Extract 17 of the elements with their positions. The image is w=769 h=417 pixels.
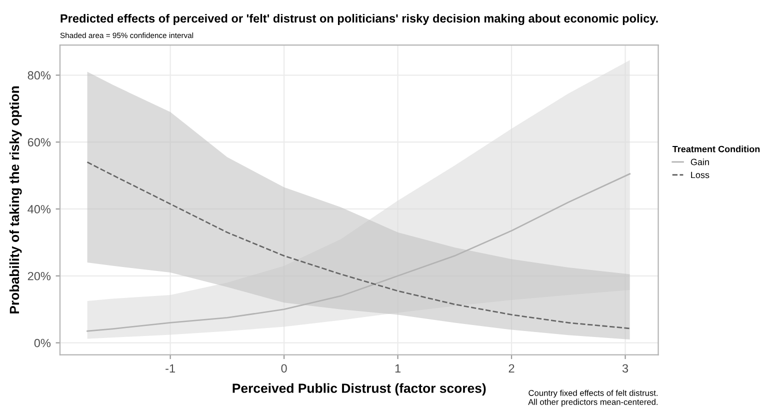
y-tick-label: 80% xyxy=(28,71,51,80)
x-tick-label: 2 xyxy=(508,364,514,372)
y-tick-label: 0% xyxy=(34,338,51,348)
y-axis-title: Probability of taking the risky option xyxy=(9,86,22,314)
y-tick-label: 40% xyxy=(28,205,51,214)
y-tick-label: 60% xyxy=(28,138,51,146)
text: Country fixed effects of felt distrust. All other predictors mean-centered. xyxy=(528,390,658,407)
x-tick-label: 0 xyxy=(281,364,287,373)
chart-title: Predicted effects of perceived or 'felt' distrust on politicians' risky decision making about economic policy. xyxy=(60,14,658,26)
x-axis-title: Perceived Public Distrust (factor scores) xyxy=(232,383,486,396)
x-tick-label: 3 xyxy=(622,364,628,373)
legend-title: Treatment Condition xyxy=(672,146,760,152)
y-tick-label: 20% xyxy=(28,272,51,280)
x-tick-label: -1 xyxy=(166,364,175,372)
x-tick-label: 1 xyxy=(395,364,400,372)
legend-label: Gain xyxy=(690,158,709,166)
legend-label: Loss xyxy=(691,172,710,178)
